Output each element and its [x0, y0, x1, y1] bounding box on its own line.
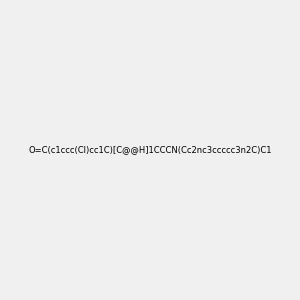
- Text: O=C(c1ccc(Cl)cc1C)[C@@H]1CCCN(Cc2nc3ccccc3n2C)C1: O=C(c1ccc(Cl)cc1C)[C@@H]1CCCN(Cc2nc3cccc…: [28, 146, 272, 154]
